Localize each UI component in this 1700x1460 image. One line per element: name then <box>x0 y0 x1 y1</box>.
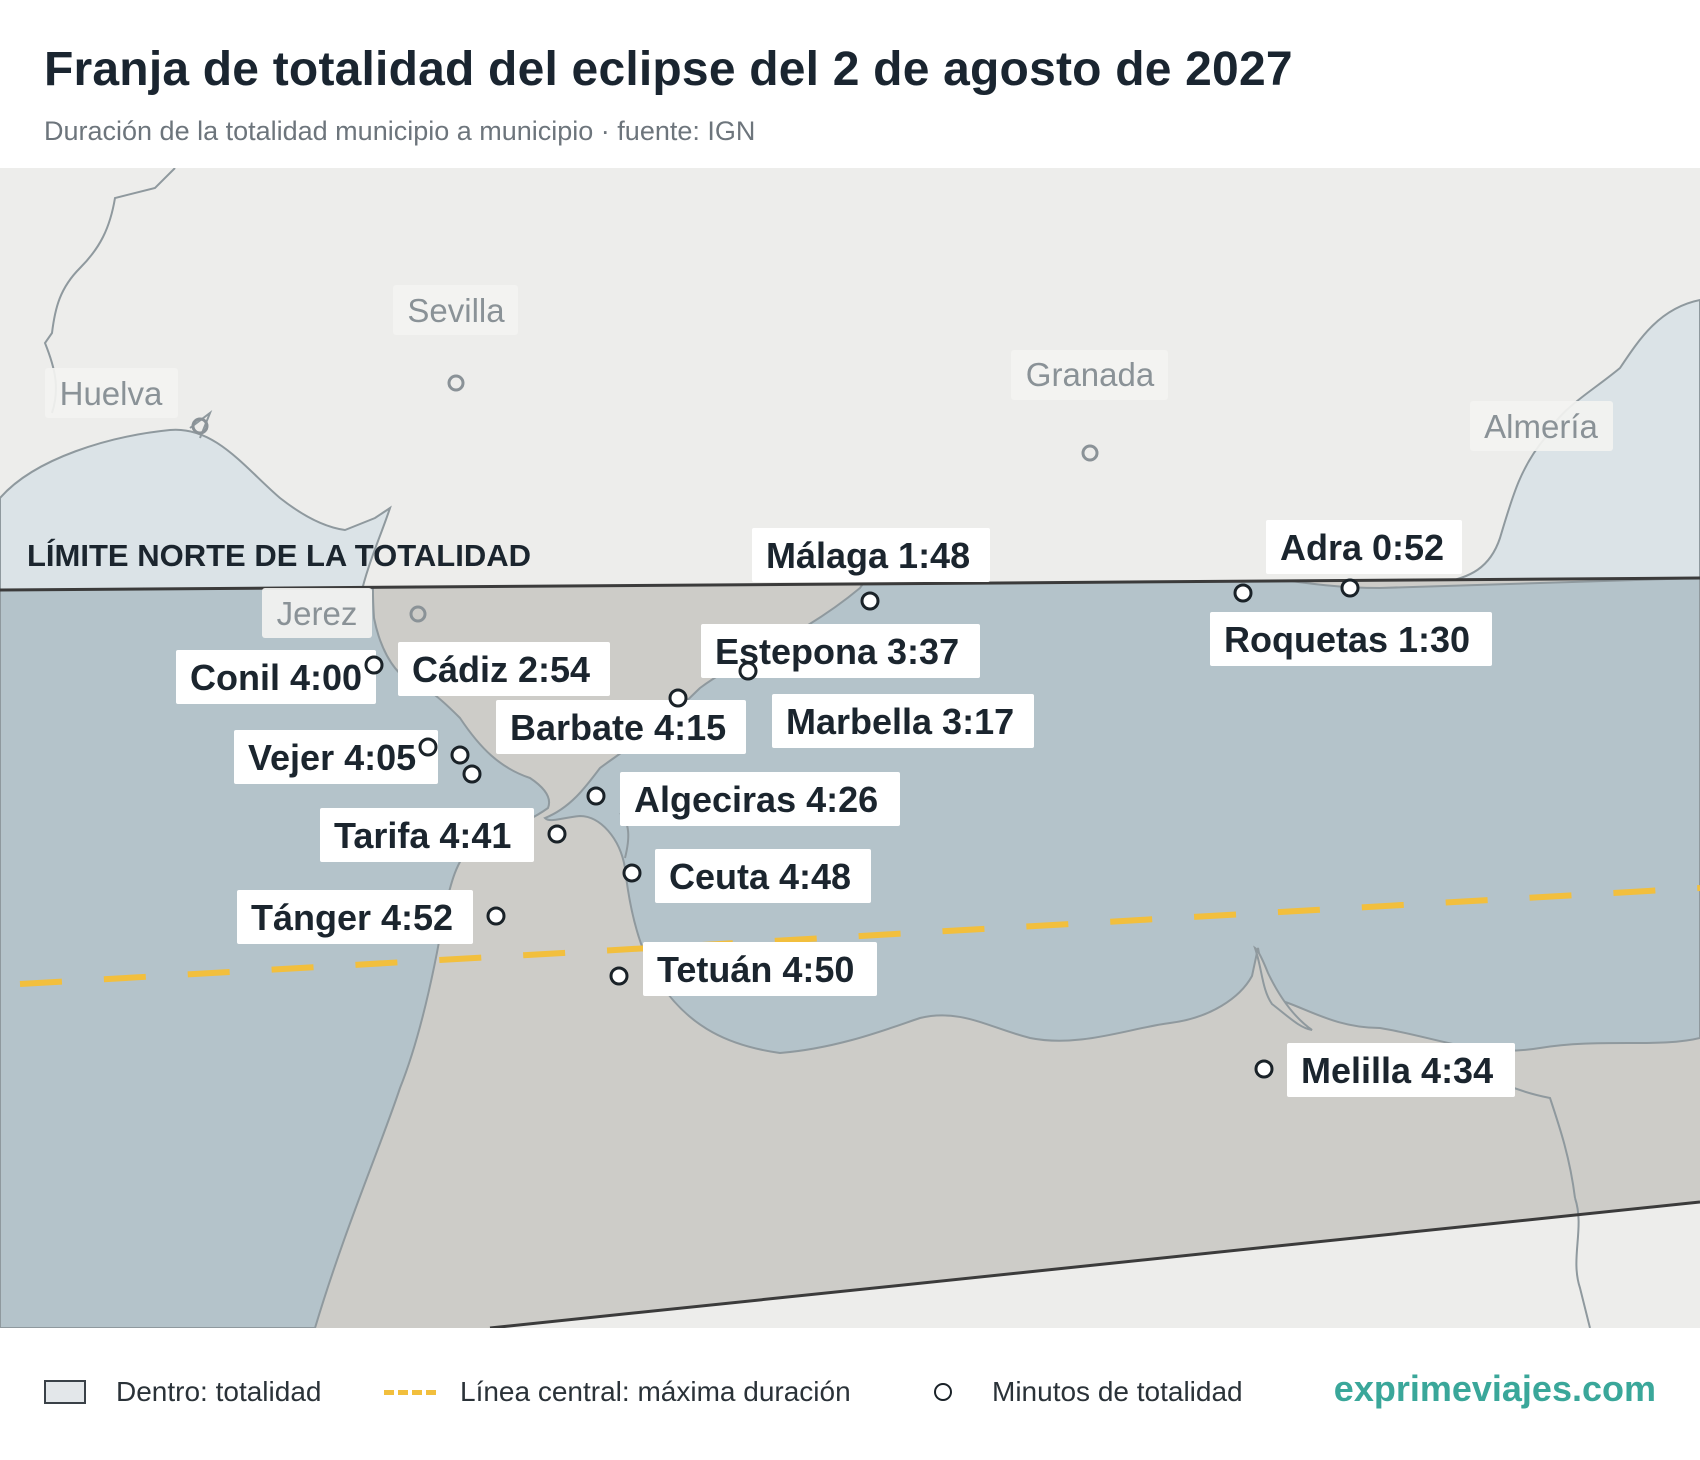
place-estepona: Estepona 3:37 <box>701 624 980 681</box>
place-vejer: Vejer 4:05 <box>234 730 482 784</box>
place-algeciras: Algeciras 4:26 <box>586 772 900 826</box>
place-marker <box>364 655 384 675</box>
huelva-estuary <box>189 410 213 439</box>
place-marker <box>547 824 567 844</box>
band-mediterranean <box>543 578 1700 1055</box>
place-marker <box>1340 578 1360 598</box>
place-marker <box>609 966 629 986</box>
city-name-huelva: Huelva <box>60 375 163 412</box>
city-name-sevilla: Sevilla <box>407 292 505 329</box>
legend-swatch-dash <box>384 1389 436 1395</box>
place-melilla: Melilla 4:34 <box>1254 1043 1515 1097</box>
place-marbella: Marbella 3:17 <box>772 694 1034 748</box>
place-tanger: Tánger 4:52 <box>237 890 506 944</box>
page-title: Franja de totalidad del eclipse del 2 de… <box>44 43 1293 96</box>
reference-city-almeria: Almería <box>1382 401 1613 573</box>
legend: Dentro: totalidad Línea central: máxima … <box>0 1328 1700 1460</box>
legend-label-minutes: Minutos de totalidad <box>992 1376 1243 1407</box>
place-roquetas: Roquetas 1:30 <box>1210 578 1492 666</box>
place-label-estepona: Estepona 3:37 <box>715 631 959 672</box>
melilla-peninsula <box>1253 945 1313 1031</box>
border-line-east <box>1574 1197 1591 1328</box>
place-marker <box>738 661 758 681</box>
reference-city-jerez: Jerez <box>262 588 427 638</box>
page-subtitle: Duración de la totalidad municipio a mun… <box>44 116 756 146</box>
header: Franja de totalidad del eclipse del 2 de… <box>0 0 1700 169</box>
reference-city-huelva: Huelva <box>45 368 209 435</box>
place-label-adra: Adra 0:52 <box>1280 527 1444 568</box>
city-marker <box>409 605 427 623</box>
legend-item-totality: Dentro: totalidad <box>44 1376 321 1408</box>
central-line <box>19 885 1700 987</box>
city-name-granada: Granada <box>1026 356 1155 393</box>
legend-swatch-box <box>44 1380 86 1404</box>
place-cadiz: Cádiz 2:54 <box>398 642 610 696</box>
place-conil: Conil 4:00 <box>176 650 384 704</box>
place-tetuan: Tetuán 4:50 <box>609 942 877 996</box>
place-label-ceuta: Ceuta 4:48 <box>669 856 851 897</box>
southern-limit-line <box>489 1200 1700 1328</box>
city-marker <box>447 374 465 392</box>
place-marker <box>860 591 880 611</box>
city-marker <box>1081 444 1099 462</box>
place-malaga: Málaga 1:48 <box>752 528 990 611</box>
legend-swatch-dot <box>934 1383 952 1401</box>
place-ceuta: Ceuta 4:48 <box>622 849 871 903</box>
eclipse-map: LÍMITE NORTE DE LA TOTALIDAD Sevilla Hue… <box>0 168 1700 1328</box>
place-marker <box>1233 583 1253 603</box>
northern-limit-label: LÍMITE NORTE DE LA TOTALIDAD <box>27 538 531 573</box>
city-name-jerez: Jerez <box>277 595 358 632</box>
reference-city-granada: Granada <box>1011 350 1168 462</box>
legend-label-central: Línea central: máxima duración <box>460 1376 851 1407</box>
place-marker <box>462 764 482 784</box>
place-tarifa: Tarifa 4:41 <box>320 808 567 862</box>
place-label-roquetas: Roquetas 1:30 <box>1224 619 1470 660</box>
place-label-melilla: Melilla 4:34 <box>1301 1050 1493 1091</box>
legend-item-minutes: Minutos de totalidad <box>934 1376 1243 1408</box>
place-marker <box>668 688 688 708</box>
legend-label-totality: Dentro: totalidad <box>116 1376 322 1407</box>
place-barbate: Barbate 4:15 <box>496 688 746 754</box>
place-marker <box>586 786 606 806</box>
place-marker <box>450 745 470 765</box>
city-marker <box>191 417 209 435</box>
place-label-conil: Conil 4:00 <box>190 657 362 698</box>
place-label-tarifa: Tarifa 4:41 <box>334 815 511 856</box>
place-label-tanger: Tánger 4:52 <box>251 897 453 938</box>
place-label-algeciras: Algeciras 4:26 <box>634 779 878 820</box>
place-marker <box>486 906 506 926</box>
city-name-almeria: Almería <box>1484 408 1598 445</box>
place-label-malaga: Málaga 1:48 <box>766 535 970 576</box>
place-marker <box>418 737 438 757</box>
place-label-marbella: Marbella 3:17 <box>786 701 1014 742</box>
reference-city-sevilla: Sevilla <box>393 285 518 392</box>
place-label-barbate: Barbate 4:15 <box>510 707 726 748</box>
place-label-vejer: Vejer 4:05 <box>248 737 416 778</box>
place-marker <box>1254 1059 1274 1079</box>
place-label-tetuan: Tetuán 4:50 <box>657 949 854 990</box>
legend-item-central-line: Línea central: máxima duración <box>384 1376 851 1408</box>
brand-logo: exprimeviajes.com <box>1333 1368 1656 1409</box>
place-adra: Adra 0:52 <box>1233 520 1462 603</box>
place-label-cadiz: Cádiz 2:54 <box>412 649 590 690</box>
place-marker <box>622 863 642 883</box>
